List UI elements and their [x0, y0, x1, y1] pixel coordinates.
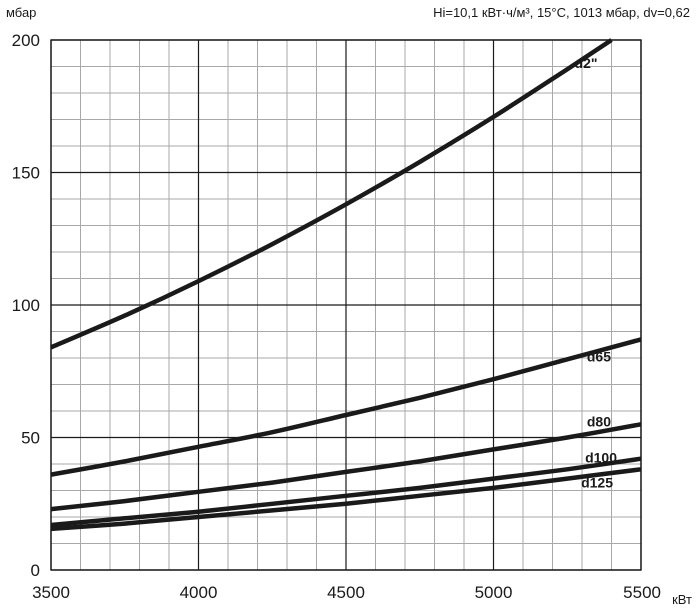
- y-axis-ticks: 0 50 100 150 200: [12, 31, 40, 580]
- x-axis-ticks: 3500 4000 4500 5000 5500: [32, 583, 661, 602]
- y-tick-label: 50: [21, 429, 40, 448]
- series-label: d125: [581, 474, 613, 490]
- series-line-d100: [50, 456, 642, 528]
- plot-frame: [50, 39, 642, 571]
- y-tick-label: 0: [31, 561, 40, 580]
- series-label: d80: [587, 413, 611, 429]
- series-line-d125: [50, 467, 642, 532]
- y-tick-label: 100: [12, 296, 40, 315]
- series-line-d65: [50, 337, 642, 477]
- series-label: d2": [575, 55, 598, 71]
- y-tick-label: 200: [12, 31, 40, 50]
- y-tick-label: 150: [12, 164, 40, 183]
- series-label: d65: [587, 348, 611, 364]
- x-tick-label: 4500: [327, 583, 365, 602]
- series-line-d80: [50, 422, 642, 512]
- series-lines: [50, 38, 642, 532]
- series-labels: d2" d65 d80 d100 d125: [575, 55, 618, 490]
- y-axis-label: мбар: [6, 5, 36, 20]
- series-line-d2: [50, 38, 613, 350]
- series-label: d100: [585, 450, 617, 466]
- x-tick-label: 5500: [623, 583, 661, 602]
- x-tick-label: 4000: [180, 583, 218, 602]
- x-axis-label: кВт: [672, 592, 692, 607]
- conditions-title: Hi=10,1 кВт·ч/м³, 15°C, 1013 мбар, dv=0,…: [433, 5, 690, 20]
- x-tick-label: 3500: [32, 583, 70, 602]
- x-tick-label: 5000: [475, 583, 513, 602]
